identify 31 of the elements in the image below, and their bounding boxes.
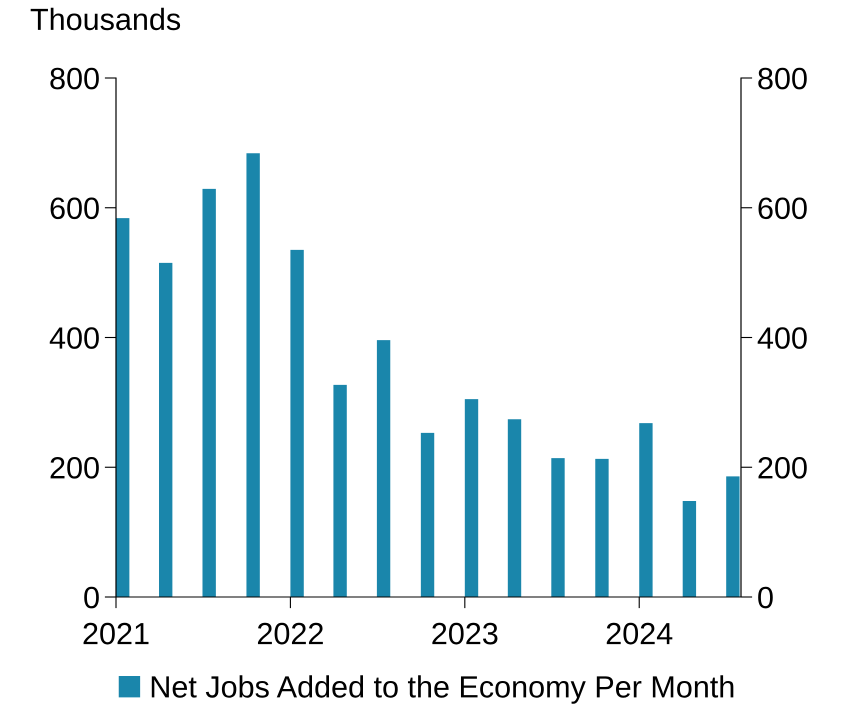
bar <box>159 262 172 597</box>
y-tick-label: 600 <box>50 197 99 220</box>
y2-tick-label: 800 <box>758 68 807 90</box>
y-axis-title: Thousands <box>30 8 180 30</box>
x-tick-label: 2022 <box>258 622 323 644</box>
y2-tick-label: 600 <box>758 197 807 220</box>
y-tick-label: 0 <box>84 586 99 608</box>
bar <box>116 218 130 597</box>
bar <box>726 476 740 597</box>
bar <box>246 153 260 597</box>
bar <box>333 384 347 597</box>
bar <box>595 458 609 597</box>
bar <box>420 432 434 597</box>
bar <box>376 340 390 597</box>
bar <box>202 188 216 597</box>
y2-tick-label: 400 <box>758 327 807 349</box>
y-tick-label: 800 <box>50 68 99 90</box>
bar <box>290 250 304 597</box>
bar <box>464 399 478 597</box>
bar <box>682 500 696 597</box>
y2-tick-label: 200 <box>758 456 807 479</box>
bar <box>508 419 522 597</box>
legend-label: Net Jobs Added to the Economy Per Month <box>152 675 734 704</box>
x-tick-label: 2023 <box>432 622 498 644</box>
x-tick-label: 2024 <box>606 622 672 644</box>
bar <box>639 423 653 597</box>
bar <box>551 458 565 597</box>
y2-tick-label: 0 <box>758 586 773 608</box>
y-tick-label: 400 <box>50 327 99 349</box>
x-tick-label: 2021 <box>84 622 148 644</box>
y-tick-label: 200 <box>50 456 99 479</box>
